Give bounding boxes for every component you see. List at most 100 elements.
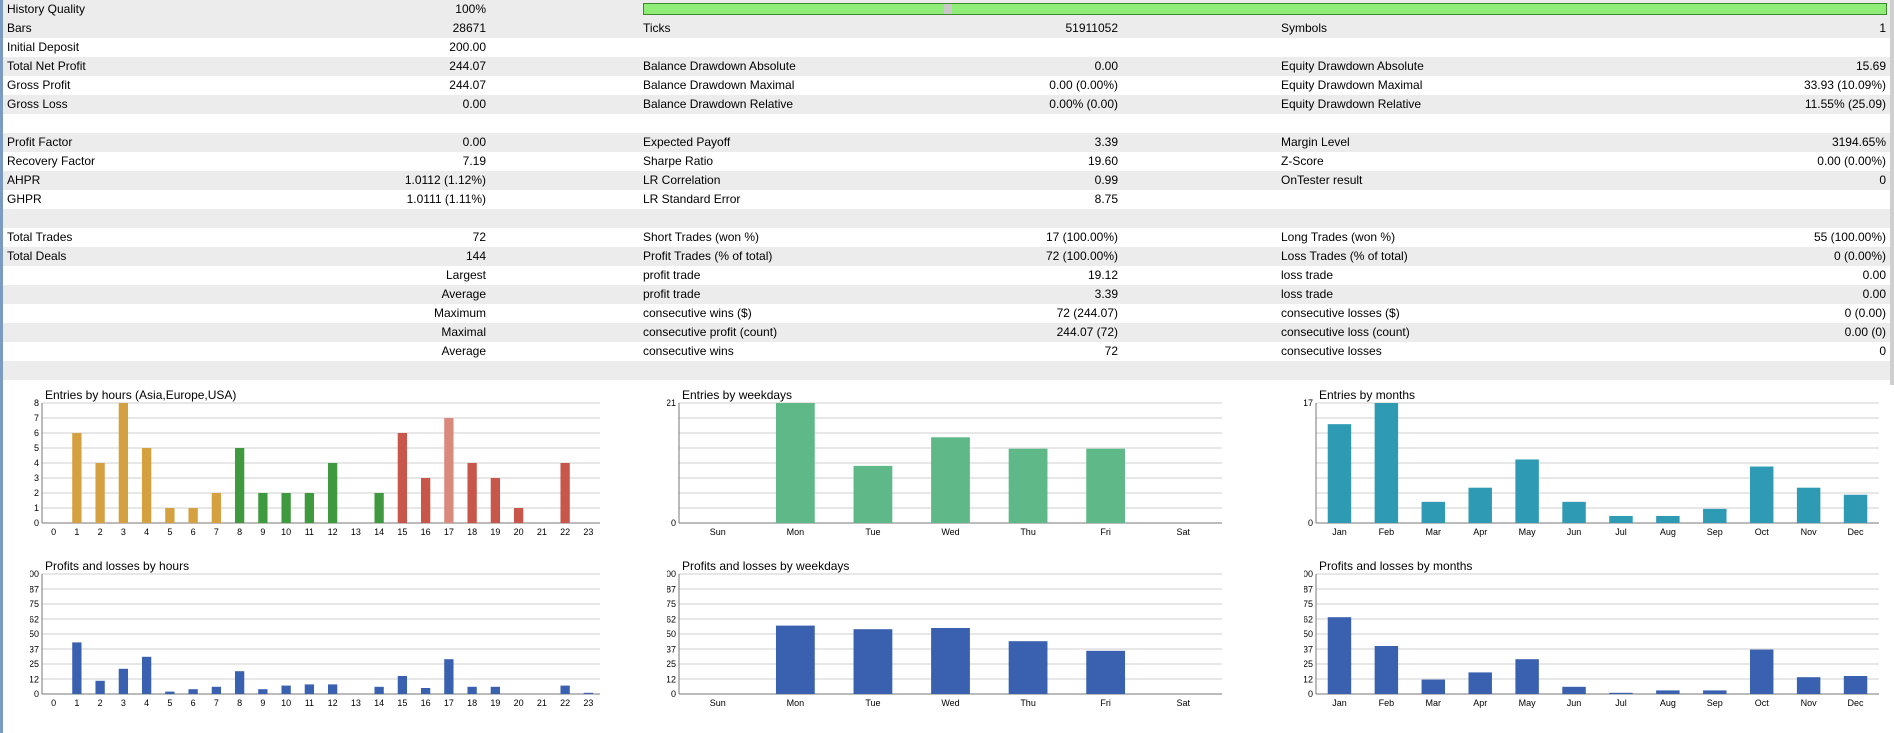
- stat-label-3: consecutive losses ($): [1281, 306, 1400, 320]
- bar: [72, 433, 82, 523]
- bar: [281, 493, 291, 523]
- stat-label-1: Profit Factor: [7, 135, 73, 149]
- chart-entries-weekdays: Entries by weekdays 0 21 Sun Mon Tue Wed Thu Fri…: [667, 390, 1227, 550]
- stat-value-3: 3194.65%: [1831, 135, 1886, 149]
- stat-value-2: 17 (100.00%): [1045, 230, 1118, 244]
- bar: [234, 671, 245, 694]
- x-tick-label: May: [1519, 698, 1537, 708]
- stat-label-3: consecutive loss (count): [1281, 325, 1410, 339]
- y-tick-label: 4: [34, 458, 39, 468]
- x-tick-label: 13: [351, 527, 361, 537]
- bar: [1749, 649, 1774, 694]
- stat-label-2: LR Standard Error: [643, 192, 741, 206]
- stat-value-2: 3.39: [1094, 287, 1118, 301]
- y-tick-label: 6: [34, 428, 39, 438]
- x-tick-label: 1: [74, 698, 79, 708]
- stat-label-3: loss trade: [1281, 287, 1334, 301]
- bar: [374, 493, 384, 523]
- history-quality-value: 100%: [455, 2, 486, 16]
- bar: [490, 686, 501, 694]
- y-tick-label: 0: [671, 518, 676, 528]
- bar: [444, 418, 454, 523]
- stat-value-2: 19.12: [1087, 268, 1118, 282]
- chart-title: Entries by weekdays: [682, 390, 792, 402]
- x-tick-label: 23: [583, 527, 593, 537]
- x-tick-label: Sat: [1176, 527, 1190, 537]
- y-tick-label: 12: [30, 675, 39, 685]
- y-tick-label: 75: [30, 599, 39, 609]
- bar: [775, 403, 815, 523]
- y-tick-label: 12: [667, 675, 676, 685]
- stat-label-2: consecutive profit (count): [643, 325, 778, 339]
- stat-label-2: Sharpe Ratio: [643, 154, 714, 168]
- bar: [1468, 487, 1492, 523]
- x-tick-label: Thu: [1020, 527, 1036, 537]
- scrollbar[interactable]: [1890, 0, 1894, 385]
- bar: [420, 688, 431, 694]
- bar: [141, 448, 152, 523]
- y-tick-label: 50: [30, 629, 39, 639]
- x-tick-label: Sep: [1707, 698, 1723, 708]
- stat-label-1: Initial Deposit: [7, 40, 80, 54]
- bar: [560, 685, 570, 694]
- history-quality-row: History Quality 100%: [3, 0, 1890, 19]
- stat-value-2: 72 (244.07): [1056, 306, 1118, 320]
- bar: [141, 656, 152, 694]
- bar: [234, 448, 245, 523]
- stat-label-2: Short Trades (won %): [643, 230, 760, 244]
- stats-row: [3, 209, 1890, 228]
- bar: [775, 625, 815, 694]
- chart-title: Profits and losses by hours: [45, 561, 189, 573]
- stat-label-1: Recovery Factor: [7, 154, 96, 168]
- stat-value-2: 0.00: [1094, 59, 1118, 73]
- chart-svg-pl-hours: Profits and losses by hours0122537506275…: [30, 561, 600, 708]
- x-tick-label: Mon: [787, 527, 805, 537]
- bar: [1468, 672, 1492, 694]
- bar: [1796, 677, 1821, 694]
- stat-value-1: Average: [441, 287, 486, 301]
- stat-value-3: 1: [1879, 21, 1886, 35]
- stat-label-3: Loss Trades (% of total): [1281, 249, 1408, 263]
- stat-label-2: consecutive wins: [643, 344, 734, 358]
- x-tick-label: Sun: [710, 527, 726, 537]
- x-tick-label: 17: [444, 698, 454, 708]
- x-tick-label: Dec: [1848, 698, 1865, 708]
- x-tick-label: Dec: [1848, 527, 1865, 537]
- bar: [1327, 424, 1352, 523]
- x-tick-label: 12: [328, 527, 338, 537]
- bar: [1374, 403, 1399, 523]
- stat-value-2: 244.07 (72): [1056, 325, 1118, 339]
- bar: [1749, 466, 1774, 523]
- y-tick-label: 0: [1308, 518, 1313, 528]
- x-tick-label: 2: [98, 698, 103, 708]
- stat-value-1: 7.19: [462, 154, 486, 168]
- stat-value-2: 0.00 (0.00%): [1049, 78, 1118, 92]
- bar: [95, 463, 105, 523]
- history-quality-bar-handle: [944, 4, 952, 14]
- bar: [1703, 508, 1727, 523]
- x-tick-label: 4: [144, 527, 149, 537]
- x-tick-label: 6: [191, 698, 196, 708]
- x-tick-label: Jun: [1567, 527, 1582, 537]
- x-tick-label: 4: [144, 698, 149, 708]
- stat-value-1: Average: [441, 344, 486, 358]
- x-tick-label: Feb: [1379, 527, 1395, 537]
- x-tick-label: Feb: [1379, 698, 1395, 708]
- stat-value-3: 0: [1879, 173, 1886, 187]
- stat-value-3: 11.55% (25.09): [1804, 97, 1886, 111]
- bar: [327, 463, 338, 523]
- stats-row: GHPR 1.0111 (1.11%) LR Standard Error 8.75: [3, 190, 1890, 209]
- y-tick-label: 25: [30, 659, 39, 669]
- stat-value-2: 72 (100.00%): [1045, 249, 1118, 263]
- bar: [1374, 646, 1399, 694]
- chart-svg-entries-weekdays: Entries by weekdays 0 21 Sun Mon Tue Wed Thu Fri…: [667, 390, 1222, 537]
- stat-value-1: 1.0111 (1.11%): [406, 192, 486, 206]
- history-quality-bar: [643, 3, 1887, 15]
- stat-label-1: AHPR: [7, 173, 41, 187]
- y-tick-label: 37: [667, 645, 676, 655]
- stat-label-2: consecutive wins ($): [643, 306, 752, 320]
- bar: [72, 642, 82, 694]
- x-tick-label: 10: [281, 527, 291, 537]
- bar: [1796, 487, 1821, 523]
- stat-value-1: 244.07: [449, 59, 486, 73]
